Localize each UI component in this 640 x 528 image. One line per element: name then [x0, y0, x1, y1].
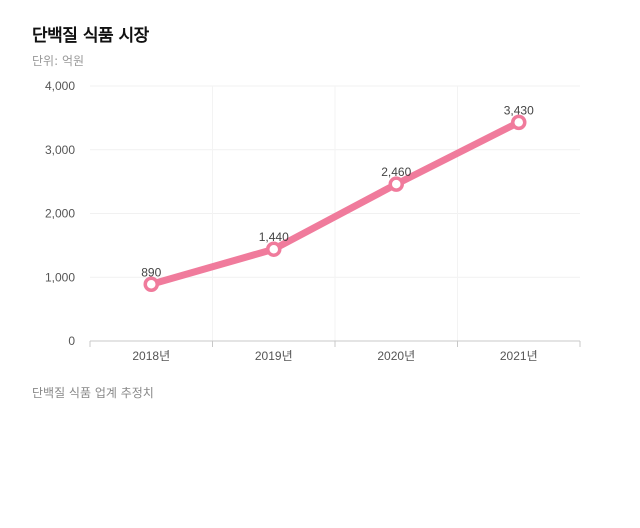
- x-tick-label: 2018년: [132, 349, 170, 363]
- data-point: [511, 114, 527, 131]
- y-tick-label: 1,000: [45, 270, 75, 284]
- data-point: [388, 176, 404, 192]
- y-tick-label: 2,000: [45, 207, 75, 221]
- x-tick-label: 2021년: [500, 349, 538, 363]
- data-point: [143, 276, 159, 293]
- source-note: 단백질 식품 업계 추정치: [32, 386, 154, 400]
- x-tick-label: 2020년: [377, 349, 415, 363]
- y-tick-label: 3,000: [45, 143, 75, 157]
- y-tick-label: 4,000: [45, 79, 75, 93]
- data-label: 2,460: [381, 165, 411, 179]
- chart-title: 단백질 식품 시장: [32, 26, 149, 46]
- y-tick-label: 0: [68, 334, 75, 348]
- data-label: 1,440: [259, 230, 289, 244]
- x-tick-label: 2019년: [255, 349, 293, 363]
- unit-label: 단위: 억원: [32, 54, 85, 68]
- series-line: [147, 118, 523, 288]
- data-point: [266, 241, 282, 257]
- data-label: 890: [141, 265, 161, 279]
- data-label: 3,430: [504, 103, 534, 117]
